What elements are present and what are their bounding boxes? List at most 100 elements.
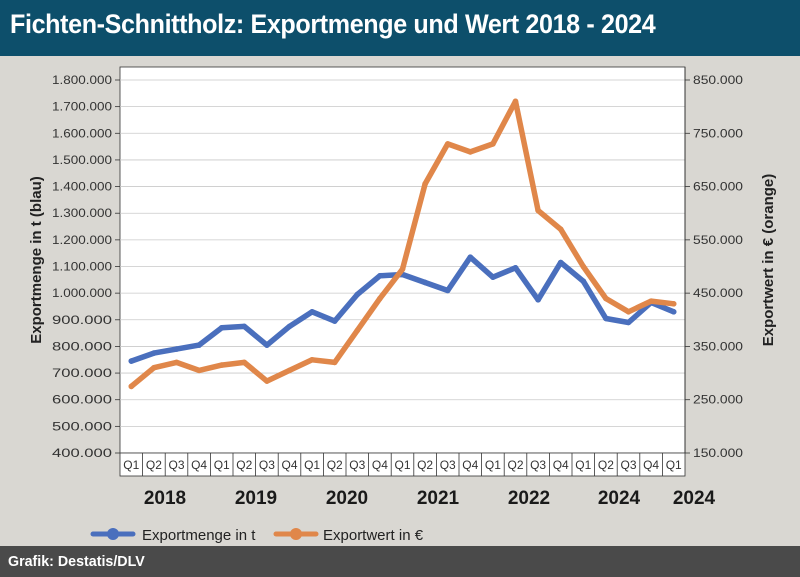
right-tick-label: 450.000 bbox=[693, 286, 743, 300]
data-point-value bbox=[286, 367, 293, 374]
data-point-value bbox=[218, 362, 225, 368]
left-tick-label: 1.800.000 bbox=[52, 73, 112, 87]
left-tick-label: 1.300.000 bbox=[52, 206, 112, 220]
data-point-volume bbox=[241, 323, 248, 330]
data-point-value bbox=[128, 383, 135, 390]
data-point-value bbox=[309, 356, 315, 363]
data-point-value bbox=[557, 226, 564, 232]
left-axis-ticks: 400.000 500.000 600.000 700.000 800.000 900.0… bbox=[52, 73, 120, 460]
category-label: Q1 bbox=[394, 458, 410, 472]
category-label: Q3 bbox=[440, 458, 456, 472]
category-label: Q3 bbox=[259, 458, 275, 472]
data-point-value bbox=[580, 263, 587, 270]
category-label: Q2 bbox=[598, 458, 614, 472]
data-point-value bbox=[264, 378, 270, 384]
category-axis: Q1 Q2 Q3 Q4 Q1 Q2 Q3 Q4 Q1 Q2 Q3 Q4 Q1 Q2 Q3 Q4 Q1 Q2 Q3 Q4… bbox=[119, 452, 686, 477]
right-tick-label: 550.000 bbox=[693, 233, 743, 247]
legend-label-volume: Exportmenge in t bbox=[142, 527, 256, 544]
category-label: Q3 bbox=[349, 458, 365, 472]
year-label: 2022 bbox=[508, 488, 550, 509]
left-axis-title: Exportmenge in t (blau) bbox=[28, 176, 45, 344]
data-point-volume bbox=[331, 318, 338, 324]
year-label: 2024 bbox=[598, 488, 641, 509]
data-point-value bbox=[354, 327, 361, 334]
right-tick-label: 150.000 bbox=[693, 446, 743, 460]
legend-marker-volume bbox=[107, 528, 119, 540]
footer-bar: Grafik: Destatis/DLV bbox=[0, 546, 800, 577]
chart-title: Fichten-Schnittholz: Exportmenge und Wer… bbox=[10, 9, 656, 39]
left-tick-label: 1.000.000 bbox=[52, 286, 112, 300]
data-point-value bbox=[444, 141, 451, 147]
category-label: Q2 bbox=[507, 458, 523, 472]
category-label: Q1 bbox=[575, 458, 591, 472]
data-point-volume bbox=[512, 265, 519, 271]
data-point-volume bbox=[625, 319, 632, 326]
left-tick-label: 400.000 bbox=[52, 446, 112, 460]
data-point-volume bbox=[218, 324, 225, 331]
data-point-value bbox=[512, 98, 519, 105]
left-tick-label: 1.600.000 bbox=[52, 126, 112, 140]
data-point-value bbox=[241, 359, 248, 366]
right-axis-title: Exportwert in € (orange) bbox=[760, 174, 777, 347]
category-label: Q1 bbox=[485, 458, 501, 472]
category-label: Q2 bbox=[327, 458, 343, 472]
right-tick-label: 750.000 bbox=[693, 126, 743, 140]
legend-label-value: Exportwert in € bbox=[323, 527, 424, 544]
left-tick-label: 1.100.000 bbox=[52, 260, 112, 274]
data-point-value bbox=[648, 298, 654, 304]
left-tick-label: 600.000 bbox=[52, 393, 112, 407]
year-label: 2020 bbox=[326, 488, 368, 509]
data-point-volume bbox=[196, 342, 202, 348]
data-point-volume bbox=[309, 308, 315, 315]
data-point-volume bbox=[128, 358, 135, 364]
year-label: 2018 bbox=[144, 488, 186, 509]
category-label: Q1 bbox=[666, 458, 682, 472]
category-label: Q4 bbox=[281, 458, 297, 472]
title-bar: Fichten-Schnittholz: Exportmenge und Wer… bbox=[0, 0, 800, 56]
data-point-volume bbox=[173, 346, 180, 352]
left-tick-label: 1.500.000 bbox=[52, 153, 112, 167]
legend-marker-value bbox=[290, 528, 302, 540]
data-point-volume bbox=[444, 287, 451, 294]
category-label: Q1 bbox=[304, 458, 320, 472]
data-point-volume bbox=[151, 350, 157, 356]
data-point-volume bbox=[557, 259, 564, 266]
data-point-volume bbox=[264, 342, 270, 348]
right-tick-label: 650.000 bbox=[693, 180, 743, 194]
data-point-volume bbox=[467, 254, 474, 260]
category-label: Q4 bbox=[191, 458, 207, 472]
data-point-volume bbox=[580, 278, 587, 284]
data-point-volume bbox=[670, 308, 677, 315]
category-label: Q4 bbox=[553, 458, 569, 472]
left-tick-label: 700.000 bbox=[52, 366, 112, 380]
data-point-value bbox=[670, 301, 677, 307]
data-point-volume bbox=[354, 291, 361, 298]
series-lines bbox=[128, 98, 677, 390]
data-point-value bbox=[625, 308, 632, 315]
data-point-value bbox=[535, 207, 541, 214]
left-tick-label: 1.700.000 bbox=[52, 100, 112, 114]
data-point-volume bbox=[377, 273, 383, 279]
data-point-value bbox=[173, 359, 180, 366]
category-label: Q3 bbox=[530, 458, 546, 472]
category-label: Q2 bbox=[236, 458, 252, 472]
data-point-value bbox=[422, 181, 428, 187]
data-point-value bbox=[467, 149, 474, 155]
data-point-value bbox=[151, 364, 157, 371]
right-axis-ticks: 150.000 250.000 350.000 450.000 550.000 650.0… bbox=[684, 67, 743, 460]
right-tick-label: 350.000 bbox=[693, 339, 743, 353]
source-credit: Grafik: Destatis/DLV bbox=[8, 553, 145, 570]
category-label: Q4 bbox=[643, 458, 659, 472]
year-label: 2024 bbox=[673, 488, 716, 509]
data-point-value bbox=[603, 295, 609, 302]
data-point-value bbox=[196, 367, 202, 374]
data-point-value bbox=[331, 359, 338, 366]
data-point-volume bbox=[603, 315, 609, 322]
left-tick-label: 800.000 bbox=[52, 339, 112, 353]
data-point-value bbox=[377, 295, 383, 302]
right-tick-label: 250.000 bbox=[693, 393, 743, 407]
category-label: Q1 bbox=[214, 458, 230, 472]
data-point-value bbox=[399, 266, 406, 272]
category-label: Q3 bbox=[168, 458, 184, 472]
